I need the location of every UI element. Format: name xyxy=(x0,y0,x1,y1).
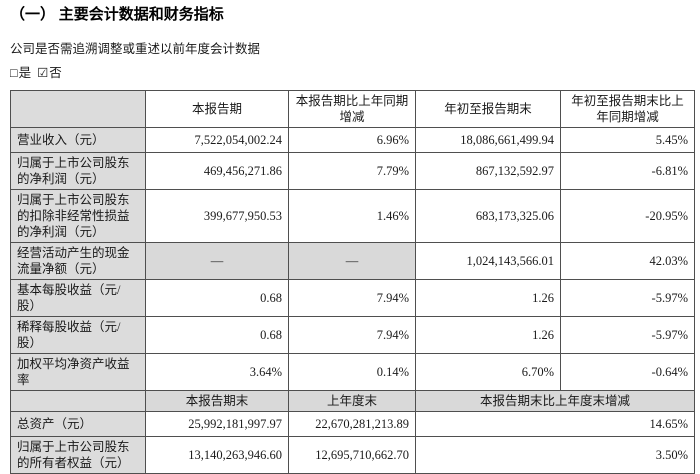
row-label: 总资产（元） xyxy=(10,410,146,437)
cell-current: 3.64% xyxy=(145,352,289,391)
checkbox-unchecked-icon[interactable]: □ xyxy=(10,65,18,80)
cell-current: 399,677,950.53 xyxy=(145,188,289,243)
cell-current: 0.68 xyxy=(145,315,289,354)
row-label: 营业收入（元） xyxy=(10,126,146,153)
table-row-owners-equity: 归属于上市公司股东的所有者权益（元） 13,140,263,946.60 12,… xyxy=(10,435,695,474)
cell-ytd-change: -5.97% xyxy=(560,278,695,317)
cell-current: 0.68 xyxy=(145,278,289,317)
cell-ytd-change: -0.64% xyxy=(560,352,695,391)
cell-ytd: 6.70% xyxy=(415,352,561,391)
row-label: 归属于上市公司股东的所有者权益（元） xyxy=(10,435,146,474)
row-label: 基本每股收益（元/股） xyxy=(10,278,146,317)
cell-current-dash: — xyxy=(145,241,289,280)
cell-change: 3.50% xyxy=(415,435,695,474)
table-subheader-row: 本报告期末 上年度末 本报告期末比上年度末增减 xyxy=(10,389,695,412)
cell-period-end: 25,992,181,997.97 xyxy=(145,410,289,437)
cell-ytd: 1,024,143,566.01 xyxy=(415,241,561,280)
table-row-operating-revenue: 营业收入（元） 7,522,054,002.24 6.96% 18,086,66… xyxy=(10,126,695,153)
header-year-to-date-yoy-change: 年初至报告期末比上年同期增减 xyxy=(560,89,695,128)
section-title: （一） 主要会计数据和财务指标 xyxy=(10,7,224,23)
restatement-options: □是 ☑否 xyxy=(10,66,692,81)
cell-current-change: 7.79% xyxy=(288,151,416,190)
cell-ytd: 867,132,592.97 xyxy=(415,151,561,190)
cell-ytd-change: -5.97% xyxy=(560,315,695,354)
header-year-to-date: 年初至报告期末 xyxy=(415,89,561,128)
subheader-period-end: 本报告期末 xyxy=(145,389,289,412)
cell-ytd: 1.26 xyxy=(415,278,561,317)
table-row-operating-cash-flow: 经营活动产生的现金流量净额（元） — — 1,024,143,566.01 42… xyxy=(10,241,695,280)
cell-ytd-change: 5.45% xyxy=(560,126,695,153)
cell-change: 14.65% xyxy=(415,410,695,437)
header-metric xyxy=(10,89,146,128)
cell-period-end: 13,140,263,946.60 xyxy=(145,435,289,474)
cell-prev-year-end: 12,695,710,662.70 xyxy=(288,435,416,474)
row-label: 经营活动产生的现金流量净额（元） xyxy=(10,241,146,280)
restatement-option-yes[interactable]: □是 xyxy=(10,66,31,80)
row-label: 归属于上市公司股东的净利润（元） xyxy=(10,151,146,190)
cell-ytd: 18,086,661,499.94 xyxy=(415,126,561,153)
cell-current: 7,522,054,002.24 xyxy=(145,126,289,153)
table-row-weighted-avg-roe: 加权平均净资产收益率 3.64% 0.14% 6.70% -0.64% xyxy=(10,352,695,391)
restatement-option-no[interactable]: ☑否 xyxy=(37,66,62,80)
table-row-net-profit-excl-nonrecurring: 归属于上市公司股东的扣除非经常性损益的净利润（元） 399,677,950.53… xyxy=(10,188,695,243)
table-row-total-assets: 总资产（元） 25,992,181,997.97 22,670,281,213.… xyxy=(10,410,695,437)
row-label: 归属于上市公司股东的扣除非经常性损益的净利润（元） xyxy=(10,188,146,243)
cell-ytd-change: -6.81% xyxy=(560,151,695,190)
subheader-period-end-vs-prev-year-end: 本报告期末比上年度末增减 xyxy=(415,389,695,412)
restatement-no-label: 否 xyxy=(49,65,62,80)
table-row-diluted-eps: 稀释每股收益（元/股） 0.68 7.94% 1.26 -5.97% xyxy=(10,315,695,354)
checkbox-checked-icon[interactable]: ☑ xyxy=(37,65,49,80)
cell-ytd-change: 42.03% xyxy=(560,241,695,280)
cell-current-change: 7.94% xyxy=(288,315,416,354)
restatement-question: 公司是否需追溯调整或重述以前年度会计数据 xyxy=(10,41,261,56)
row-label: 稀释每股收益（元/股） xyxy=(10,315,146,354)
cell-current-change: 1.46% xyxy=(288,188,416,243)
cell-current-change: 0.14% xyxy=(288,352,416,391)
cell-ytd-change: -20.95% xyxy=(560,188,695,243)
table-row-basic-eps: 基本每股收益（元/股） 0.68 7.94% 1.26 -5.97% xyxy=(10,278,695,317)
cell-ytd: 1.26 xyxy=(415,315,561,354)
restatement-yes-label: 是 xyxy=(18,65,32,80)
cell-ytd: 683,173,325.06 xyxy=(415,188,561,243)
cell-current-change: 7.94% xyxy=(288,278,416,317)
cell-current: 469,456,271.86 xyxy=(145,151,289,190)
header-current-period: 本报告期 xyxy=(145,89,289,128)
row-label: 加权平均净资产收益率 xyxy=(10,352,146,391)
table-row-net-profit: 归属于上市公司股东的净利润（元） 469,456,271.86 7.79% 86… xyxy=(10,151,695,190)
cell-prev-year-end: 22,670,281,213.89 xyxy=(288,410,416,437)
header-current-period-yoy-change: 本报告期比上年同期增减 xyxy=(288,89,416,128)
table-header-row: 本报告期 本报告期比上年同期增减 年初至报告期末 年初至报告期末比上年同期增减 xyxy=(10,89,695,128)
cell-current-change: 6.96% xyxy=(288,126,416,153)
key-financials-table: 本报告期 本报告期比上年同期增减 年初至报告期末 年初至报告期末比上年同期增减 … xyxy=(10,89,695,474)
cell-current-change-dash: — xyxy=(288,241,416,280)
subheader-prev-year-end: 上年度末 xyxy=(288,389,416,412)
subheader-metric xyxy=(10,389,146,412)
